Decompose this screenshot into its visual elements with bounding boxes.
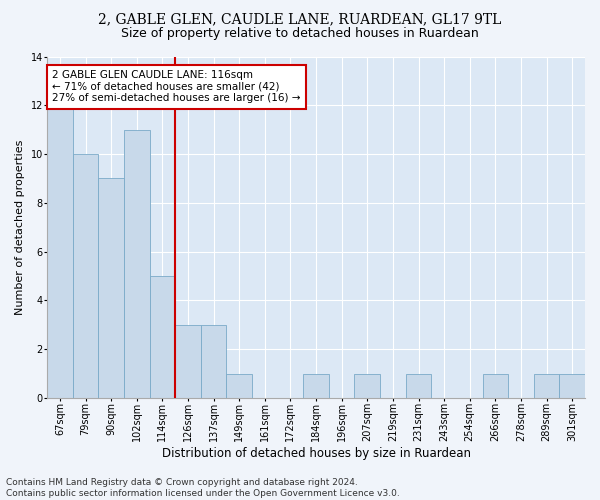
- Bar: [559, 374, 585, 398]
- Bar: [303, 374, 329, 398]
- Bar: [175, 324, 201, 398]
- Bar: [406, 374, 431, 398]
- Bar: [482, 374, 508, 398]
- Bar: [355, 374, 380, 398]
- Text: 2 GABLE GLEN CAUDLE LANE: 116sqm
← 71% of detached houses are smaller (42)
27% o: 2 GABLE GLEN CAUDLE LANE: 116sqm ← 71% o…: [52, 70, 301, 103]
- Bar: [47, 106, 73, 398]
- Bar: [124, 130, 149, 398]
- Bar: [149, 276, 175, 398]
- Bar: [226, 374, 252, 398]
- Bar: [534, 374, 559, 398]
- Y-axis label: Number of detached properties: Number of detached properties: [15, 140, 25, 315]
- X-axis label: Distribution of detached houses by size in Ruardean: Distribution of detached houses by size …: [161, 447, 470, 460]
- Text: Size of property relative to detached houses in Ruardean: Size of property relative to detached ho…: [121, 28, 479, 40]
- Text: 2, GABLE GLEN, CAUDLE LANE, RUARDEAN, GL17 9TL: 2, GABLE GLEN, CAUDLE LANE, RUARDEAN, GL…: [98, 12, 502, 26]
- Text: Contains HM Land Registry data © Crown copyright and database right 2024.
Contai: Contains HM Land Registry data © Crown c…: [6, 478, 400, 498]
- Bar: [73, 154, 98, 398]
- Bar: [201, 324, 226, 398]
- Bar: [98, 178, 124, 398]
